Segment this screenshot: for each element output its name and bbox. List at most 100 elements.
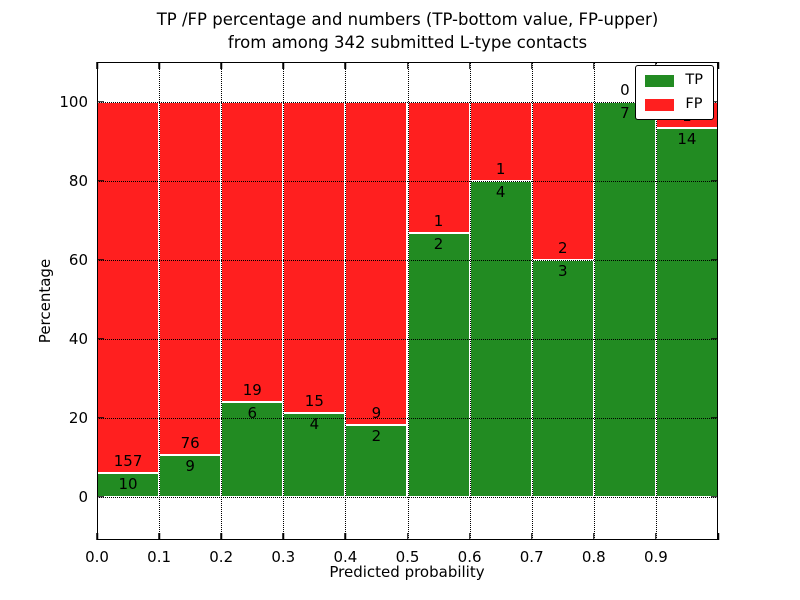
chart-title: TP /FP percentage and numbers (TP-bottom…	[156, 10, 659, 29]
fp-count-label: 19	[242, 380, 262, 399]
bar-segment-tp	[345, 424, 408, 497]
legend-entry: FP	[645, 97, 703, 112]
x-tick-mark	[282, 533, 285, 540]
x-tick-mark	[530, 62, 533, 69]
legend-swatch-tp-icon	[645, 74, 675, 87]
gridline-vertical	[221, 62, 223, 540]
fp-count-label: 9	[371, 403, 382, 422]
tp-count-label: 10	[118, 474, 138, 493]
x-tick-mark	[593, 533, 595, 540]
gridline-vertical	[655, 62, 657, 540]
fp-count-label: 1	[433, 212, 444, 231]
x-tick-mark	[220, 533, 222, 540]
y-tick-label: 20	[68, 408, 88, 427]
fp-count-label: 0	[620, 80, 630, 99]
x-tick-label: 0.0	[85, 548, 109, 566]
ticks-layer	[96, 62, 719, 540]
gridline-vertical	[469, 62, 471, 540]
gridline-vertical	[283, 62, 285, 540]
x-tick-mark	[344, 62, 347, 69]
x-tick-label: 0.9	[643, 548, 668, 566]
y-tick-mark	[97, 179, 104, 182]
y-tick-label: 80	[68, 171, 88, 190]
gridline-vertical	[593, 62, 595, 540]
x-tick-mark	[406, 533, 409, 540]
bar-segment-fp	[159, 101, 222, 455]
x-tick-mark	[406, 62, 409, 69]
tp-count-label: 2	[371, 426, 382, 445]
x-tick-label: 0.5	[395, 548, 420, 566]
gridline-vertical	[159, 62, 161, 540]
y-tick-mark	[711, 337, 718, 340]
x-axis-label: Predicted probability	[329, 563, 485, 581]
y-tick-label: 0	[78, 487, 88, 506]
y-tick-mark	[711, 100, 718, 103]
y-tick-mark	[711, 495, 718, 498]
legend-swatch-fp-icon	[645, 98, 675, 111]
legend-entry: TP	[645, 73, 703, 88]
x-tick-mark	[655, 533, 657, 540]
x-tick-label: 0.7	[519, 548, 544, 566]
gridline-vertical	[407, 62, 409, 540]
y-tick-mark	[711, 258, 718, 261]
y-tick-mark	[97, 416, 104, 419]
x-tick-mark	[530, 533, 533, 540]
gridline-vertical	[531, 62, 533, 540]
bar-segment-tp	[531, 259, 594, 497]
x-tick-mark	[158, 533, 160, 540]
tp-count-label: 7	[620, 103, 630, 122]
tp-count-label: 4	[309, 415, 320, 434]
x-tick-mark	[717, 62, 719, 69]
fp-count-label: 2	[557, 238, 568, 257]
fp-count-label: 76	[180, 433, 200, 452]
tp-count-label: 3	[557, 261, 568, 280]
x-tick-label: 0.6	[457, 548, 482, 566]
x-tick-label: 0.1	[147, 548, 172, 566]
y-axis-label: Percentage	[36, 258, 54, 344]
bar-segment-tp	[655, 127, 718, 497]
x-tick-mark	[593, 62, 595, 69]
x-tick-label: 0.8	[581, 548, 606, 566]
x-tick-mark	[717, 533, 719, 540]
bar-labels-layer: 157107691961549212142307114	[97, 62, 718, 540]
y-tick-label: 100	[59, 92, 88, 111]
x-tick-mark	[282, 62, 285, 69]
bar-segment-tp	[283, 413, 346, 497]
x-tick-mark	[158, 62, 160, 69]
chart-subtitle: from among 342 submitted L-type contacts	[227, 33, 588, 52]
x-tick-mark	[344, 533, 347, 540]
legend-label: TP	[685, 72, 703, 88]
x-tick-label: 0.4	[333, 548, 358, 566]
bar-segment-fp	[407, 101, 470, 234]
bar-segment-fp	[469, 101, 532, 181]
fp-count-label: 1	[495, 159, 506, 178]
x-tick-label: 0.2	[209, 548, 234, 566]
y-tick-label: 40	[68, 329, 88, 348]
y-tick-mark	[711, 416, 718, 419]
x-tick-label: 0.3	[271, 548, 296, 566]
tp-count-label: 2	[433, 235, 444, 254]
tp-count-label: 6	[247, 403, 258, 422]
y-tick-mark	[711, 179, 718, 182]
grid-layer	[97, 62, 718, 540]
y-tick-mark	[97, 337, 104, 340]
legend: TP FP	[635, 65, 714, 120]
x-tick-mark	[220, 62, 222, 69]
x-tick-mark	[468, 533, 471, 540]
legend-label: FP	[685, 96, 703, 112]
y-tick-mark	[97, 100, 104, 103]
tp-count-label: 14	[677, 129, 697, 148]
tp-count-label: 4	[495, 182, 506, 201]
fp-count-label: 157	[113, 451, 143, 470]
x-tick-mark	[468, 62, 471, 69]
y-tick-mark	[97, 258, 104, 261]
y-tick-mark	[97, 495, 104, 498]
fp-count-label: 15	[304, 392, 324, 411]
y-tick-label: 60	[68, 250, 88, 269]
bar-segment-tp	[159, 454, 222, 497]
bars-layer	[97, 62, 718, 540]
tp-count-label: 9	[185, 456, 195, 475]
gridline-vertical	[345, 62, 347, 540]
